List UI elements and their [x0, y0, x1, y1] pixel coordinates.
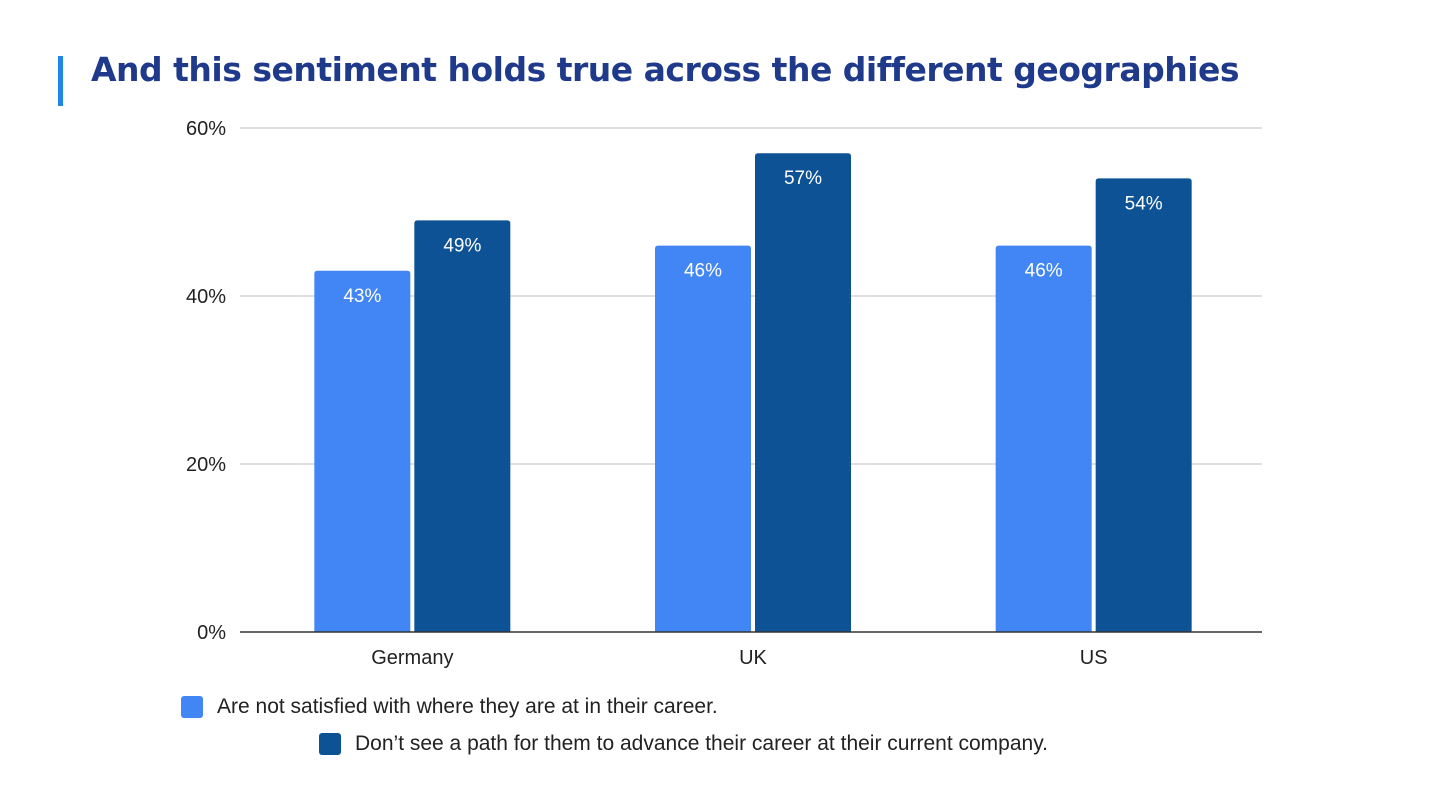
y-tick-label: 60% — [186, 118, 226, 140]
legend-label-series-1: Are not satisfied with where they are at… — [217, 695, 718, 718]
y-tick-label: 0% — [197, 622, 226, 644]
data-label: 54% — [1125, 193, 1163, 214]
page-title: And this sentiment holds true across the… — [91, 50, 1240, 89]
legend-label-series-2: Don’t see a path for them to advance the… — [355, 732, 1048, 755]
legend-swatch-series-1 — [181, 696, 203, 718]
x-tick-label: UK — [739, 647, 767, 669]
data-label: 46% — [1025, 261, 1063, 282]
bar-germany-series-1 — [314, 270, 411, 632]
data-label: 46% — [684, 261, 722, 282]
data-label: 43% — [343, 286, 381, 307]
bar-us-series-2 — [1095, 178, 1192, 632]
bar-us-series-1 — [995, 245, 1092, 632]
data-label: 57% — [784, 168, 822, 189]
bar-germany-series-2 — [414, 220, 511, 632]
legend-item-series-2: Don’t see a path for them to advance the… — [319, 732, 1048, 756]
x-tick-label: Germany — [371, 647, 453, 669]
x-tick-label: US — [1080, 647, 1108, 669]
data-label: 49% — [443, 235, 481, 256]
bar-uk-series-1 — [655, 245, 751, 632]
bar-uk-series-2 — [755, 153, 851, 632]
title-accent-bar — [58, 56, 63, 106]
legend-item-series-1: Are not satisfied with where they are at… — [181, 695, 718, 719]
legend-swatch-series-2 — [319, 733, 341, 755]
y-tick-label: 20% — [186, 454, 226, 476]
y-tick-label: 40% — [186, 286, 226, 308]
